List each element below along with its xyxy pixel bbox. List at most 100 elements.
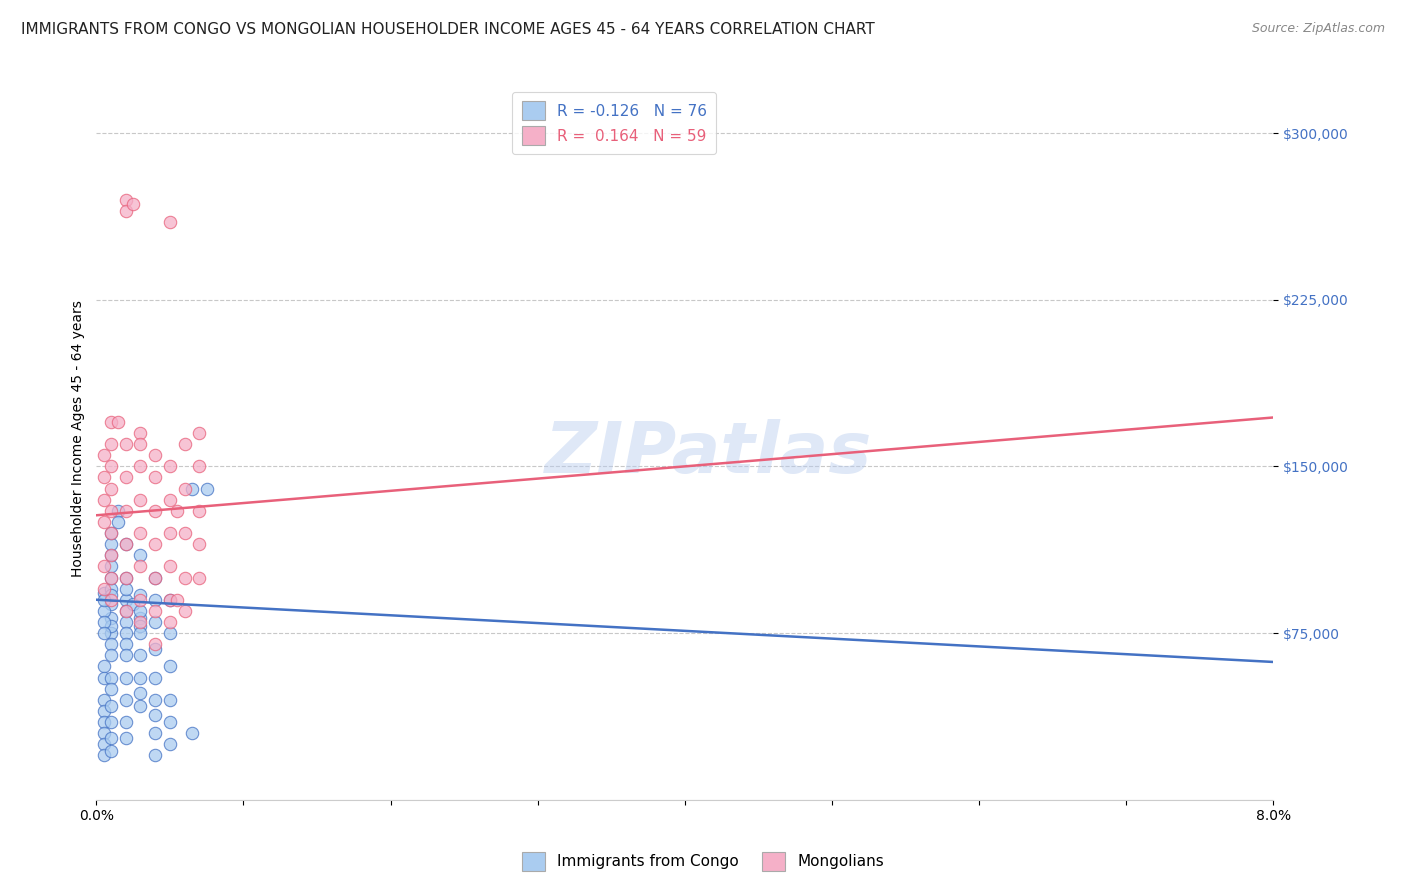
Point <box>114 193 136 207</box>
Point <box>129 492 152 507</box>
Point <box>100 671 122 685</box>
Point <box>143 570 166 584</box>
Point <box>93 659 115 673</box>
Point <box>129 648 152 663</box>
Point <box>100 681 122 696</box>
Point <box>129 604 152 618</box>
Text: Source: ZipAtlas.com: Source: ZipAtlas.com <box>1251 22 1385 36</box>
Point <box>143 592 166 607</box>
Point <box>100 588 122 602</box>
Point <box>93 615 115 629</box>
Point <box>114 714 136 729</box>
Point <box>129 459 152 474</box>
Point <box>114 731 136 745</box>
Point <box>93 582 115 596</box>
Point <box>114 592 136 607</box>
Point <box>188 570 211 584</box>
Point <box>114 203 136 218</box>
Point <box>100 648 122 663</box>
Point <box>114 648 136 663</box>
Point <box>100 714 122 729</box>
Point <box>181 726 204 740</box>
Point <box>114 537 136 551</box>
Point <box>143 637 166 651</box>
Legend: R = -0.126   N = 76, R =  0.164   N = 59: R = -0.126 N = 76, R = 0.164 N = 59 <box>512 92 716 154</box>
Point <box>159 714 181 729</box>
Point <box>143 570 166 584</box>
Point <box>114 671 136 685</box>
Point <box>107 504 129 518</box>
Point <box>93 714 115 729</box>
Point <box>100 437 122 451</box>
Point <box>93 492 115 507</box>
Point <box>159 559 181 574</box>
Point <box>100 597 122 611</box>
Point <box>129 549 152 563</box>
Point <box>129 671 152 685</box>
Point <box>173 604 195 618</box>
Point <box>93 748 115 763</box>
Point <box>114 626 136 640</box>
Point <box>100 526 122 541</box>
Point <box>166 592 188 607</box>
Point <box>114 582 136 596</box>
Point <box>93 704 115 718</box>
Y-axis label: Householder Income Ages 45 - 64 years: Householder Income Ages 45 - 64 years <box>72 301 86 577</box>
Point <box>143 448 166 462</box>
Point <box>143 537 166 551</box>
Point <box>114 637 136 651</box>
Point <box>143 748 166 763</box>
Point <box>159 215 181 229</box>
Point <box>129 526 152 541</box>
Point <box>114 615 136 629</box>
Point <box>100 619 122 633</box>
Point <box>173 482 195 496</box>
Point <box>114 604 136 618</box>
Point <box>129 615 152 629</box>
Legend: Immigrants from Congo, Mongolians: Immigrants from Congo, Mongolians <box>513 843 893 880</box>
Point <box>114 570 136 584</box>
Point <box>159 692 181 706</box>
Point <box>100 549 122 563</box>
Point <box>114 570 136 584</box>
Text: ZIPatlas: ZIPatlas <box>544 418 872 488</box>
Point <box>129 699 152 714</box>
Point <box>100 699 122 714</box>
Point <box>173 526 195 541</box>
Point <box>93 515 115 529</box>
Point <box>129 425 152 440</box>
Point <box>114 537 136 551</box>
Point <box>93 604 115 618</box>
Point <box>100 459 122 474</box>
Point <box>100 744 122 758</box>
Point <box>188 459 211 474</box>
Point <box>93 559 115 574</box>
Point <box>100 570 122 584</box>
Point <box>159 459 181 474</box>
Point <box>100 610 122 624</box>
Point <box>188 504 211 518</box>
Point <box>100 637 122 651</box>
Point <box>93 671 115 685</box>
Point <box>195 482 218 496</box>
Point <box>93 470 115 484</box>
Point <box>93 626 115 640</box>
Point <box>107 515 129 529</box>
Point <box>100 626 122 640</box>
Point <box>159 592 181 607</box>
Point <box>159 526 181 541</box>
Text: IMMIGRANTS FROM CONGO VS MONGOLIAN HOUSEHOLDER INCOME AGES 45 - 64 YEARS CORRELA: IMMIGRANTS FROM CONGO VS MONGOLIAN HOUSE… <box>21 22 875 37</box>
Point <box>159 737 181 751</box>
Point <box>129 619 152 633</box>
Point <box>100 504 122 518</box>
Point <box>100 592 122 607</box>
Point <box>129 686 152 700</box>
Point <box>166 504 188 518</box>
Point <box>143 671 166 685</box>
Point <box>100 415 122 429</box>
Point <box>188 537 211 551</box>
Point <box>114 504 136 518</box>
Point <box>93 692 115 706</box>
Point <box>114 470 136 484</box>
Point <box>93 586 115 600</box>
